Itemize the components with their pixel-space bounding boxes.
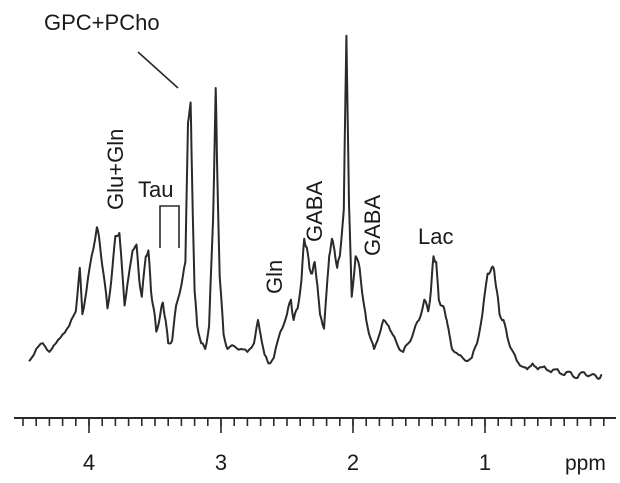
x-axis-minor-ticks [22, 418, 605, 426]
x-axis-tick-label: 2 [347, 450, 359, 475]
annotation-gaba-1: GABA [302, 181, 327, 242]
annotation-gaba-2: GABA [360, 195, 385, 256]
x-axis-tick-labels: 4 3 2 1 [83, 450, 491, 475]
spectrum-line [28, 34, 603, 380]
x-axis-label: ppm [565, 452, 606, 475]
annotation-tau-bracket [159, 205, 180, 248]
x-axis-tick-label: 4 [83, 450, 95, 475]
x-axis-major-ticks [88, 418, 486, 433]
x-axis: 4 3 2 1 ppm [14, 417, 616, 475]
annotation-tau: Tau [138, 177, 173, 202]
annotation-lac: Lac [418, 224, 453, 249]
plot-area [28, 34, 603, 380]
annotation-gln: Gln [262, 260, 287, 294]
peak-annotations: GPC+PCho Glu+Gln Tau Gln GABA GABA Lac [44, 10, 453, 294]
annotation-gpc-pcho: GPC+PCho [44, 10, 160, 35]
annotation-gpc-pcho-leader [137, 51, 179, 89]
x-axis-tick-label: 3 [215, 450, 227, 475]
x-axis-tick-label: 1 [479, 450, 491, 475]
annotation-glu-gln: Glu+Gln [103, 129, 128, 210]
